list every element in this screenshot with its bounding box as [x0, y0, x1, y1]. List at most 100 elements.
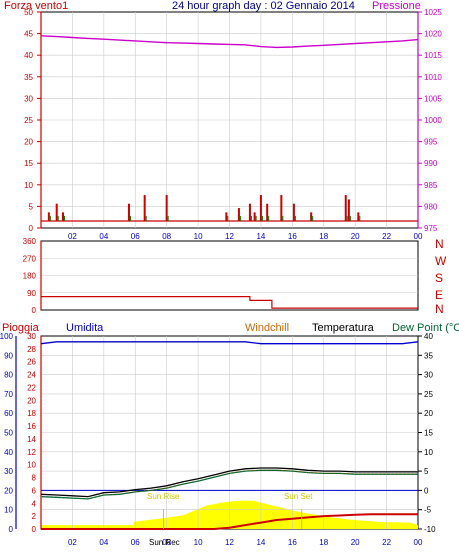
rain-y-tick: 18 — [27, 409, 36, 418]
gust-mark — [312, 216, 314, 221]
windchill-label: Windchill — [245, 322, 289, 334]
rain-y-tick: 4 — [32, 499, 37, 508]
climate-x-tick: 18 — [319, 538, 328, 547]
wind-x-tick: 04 — [99, 232, 108, 241]
humidity-y-tick: 30 — [4, 467, 13, 476]
humidity-y-tick: 40 — [4, 448, 13, 457]
rain-y-tick: 2 — [32, 512, 37, 521]
wind-y-tick: 15 — [24, 159, 33, 168]
wind-x-tick: 22 — [382, 232, 391, 241]
wind-bar — [165, 195, 168, 221]
gust-mark — [268, 216, 270, 221]
gust-mark — [49, 216, 51, 221]
wind-x-tick: 14 — [256, 232, 265, 241]
wind-bar — [347, 199, 350, 221]
humidity-y-tick: 100 — [0, 332, 14, 341]
pressure-y-tick: 1020 — [424, 30, 442, 39]
wind-y-tick: 40 — [24, 51, 33, 60]
gust-mark — [167, 216, 169, 221]
humidity-y-tick: 10 — [4, 506, 13, 515]
wind-bar — [143, 195, 146, 221]
wind-y-tick: 30 — [24, 94, 33, 103]
pressure-y-tick: 1005 — [424, 94, 442, 103]
wind-bar — [280, 195, 283, 221]
pressure-y-tick: 1000 — [424, 116, 442, 125]
temperature-y-tick: 10 — [424, 448, 433, 457]
climate-x-tick: 10 — [194, 538, 203, 547]
wind-x-tick: 12 — [225, 232, 234, 241]
rain-y-tick: 10 — [27, 461, 36, 470]
gust-mark — [129, 216, 131, 221]
wind-bar — [292, 203, 295, 221]
wind-x-tick: 20 — [351, 232, 360, 241]
wind-x-tick: 00 — [414, 232, 423, 241]
wind-bar — [259, 195, 262, 221]
climate-panel: 0102030405060708090100024681012141618202… — [0, 332, 436, 547]
wind-y-tick: 35 — [24, 73, 33, 82]
wind-x-tick: 16 — [288, 232, 297, 241]
humidity-y-tick: 70 — [4, 390, 13, 399]
wind-x-tick: 06 — [131, 232, 140, 241]
humidity-y-tick: 90 — [4, 351, 13, 360]
rain-y-tick: 16 — [27, 422, 36, 431]
rain-line — [41, 513, 418, 530]
humidity-y-tick: 80 — [4, 371, 13, 380]
wind-y-tick: 20 — [24, 138, 33, 147]
compass-w: W — [435, 254, 447, 268]
direction-y-tick: 270 — [23, 254, 37, 263]
direction-y-tick: 90 — [27, 289, 36, 298]
gust-mark — [261, 216, 263, 221]
gust-mark — [255, 216, 257, 221]
pressure-label: Pressione — [372, 0, 421, 12]
wind-y-tick: 50 — [24, 8, 33, 17]
humidity-y-tick: 60 — [4, 409, 13, 418]
temperature-line — [40, 467, 418, 498]
pressure-y-tick: 1010 — [424, 73, 442, 82]
direction-y-tick: 0 — [32, 306, 37, 315]
wind-y-tick: 0 — [29, 224, 34, 233]
gust-mark — [294, 216, 296, 221]
wind-bar — [225, 212, 228, 221]
sunrise-annotation: Sun Rise — [147, 492, 180, 501]
wind-pressure-panel: 0510152025303540455097598098599099510001… — [24, 8, 442, 241]
wind-bar — [127, 203, 130, 221]
wind-bar — [55, 203, 58, 221]
wind-direction-line — [41, 296, 418, 309]
rain-y-tick: 6 — [32, 486, 37, 495]
pressure-y-tick: 990 — [424, 159, 438, 168]
humidity-label: Umidita — [66, 322, 104, 334]
temperature-y-tick: 0 — [424, 486, 429, 495]
pressure-y-tick: 980 — [424, 202, 438, 211]
temperature-y-tick: 40 — [424, 332, 433, 341]
rain-label: Pioggia — [2, 322, 40, 334]
rain-y-tick: 30 — [27, 332, 36, 341]
climate-x-tick: 12 — [225, 538, 234, 547]
rain-y-tick: 22 — [27, 383, 36, 392]
wind-bar — [47, 212, 50, 221]
gust-mark — [63, 216, 65, 221]
wind-bar — [61, 212, 64, 221]
wind-y-tick: 25 — [24, 116, 33, 125]
rain-y-tick: 28 — [27, 345, 36, 354]
gust-mark — [239, 216, 241, 221]
wind-force-label: Forza vento1 — [4, 0, 68, 12]
climate-x-tick: 06 — [131, 538, 140, 547]
gust-mark — [145, 216, 147, 221]
gust-mark — [250, 216, 252, 221]
pressure-y-tick: 985 — [424, 181, 438, 190]
temperature-y-tick: 35 — [424, 351, 433, 360]
wind-bar — [310, 212, 313, 221]
temperature-y-tick: 15 — [424, 429, 433, 438]
wind-y-tick: 5 — [29, 202, 34, 211]
gust-mark — [227, 216, 229, 221]
gust-mark — [359, 216, 361, 221]
climate-x-tick: 22 — [382, 538, 391, 547]
climate-x-tick: 14 — [256, 538, 265, 547]
wind-x-tick: 02 — [68, 232, 77, 241]
pressure-line — [40, 35, 419, 49]
gust-mark — [282, 216, 284, 221]
sunrec-annotation: Sun Rec — [149, 538, 180, 547]
humidity-line — [40, 341, 419, 345]
climate-x-tick: 04 — [99, 538, 108, 547]
